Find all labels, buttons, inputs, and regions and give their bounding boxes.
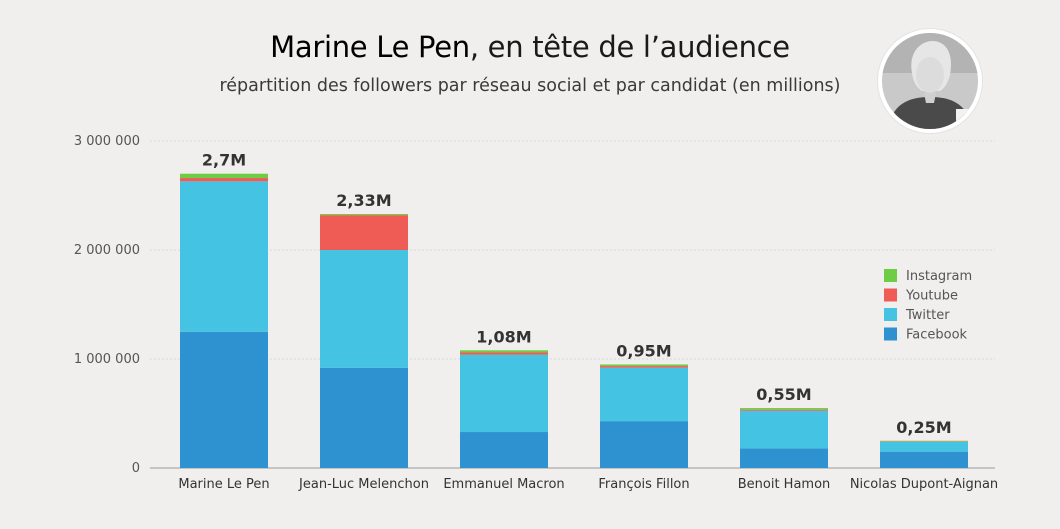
bar-segment-instagram (180, 173, 268, 179)
legend-label-twitter: Twitter (905, 308, 950, 323)
bar-segment-instagram (600, 364, 688, 367)
legend-swatch-instagram (884, 269, 897, 282)
bar-segment-facebook (460, 432, 548, 468)
legend: Instagram Youtube Twitter Facebook (884, 269, 972, 343)
bar-total-label: 0,55M (756, 385, 811, 404)
x-category-label: François Fillon (598, 477, 689, 492)
bar-segment-twitter (880, 441, 968, 452)
bar-segment-facebook (880, 451, 968, 468)
y-axis: 0 1 000 000 2 000 000 3 000 000 (74, 134, 140, 476)
y-tick-label: 3 000 000 (74, 134, 140, 149)
category-labels: Marine Le Pen Jean-Luc Melenchon Emmanuel … (178, 477, 998, 492)
page-subtitle: répartition des followers par réseau soc… (219, 76, 841, 96)
x-category-label: Emmanuel Macron (443, 477, 564, 492)
x-category-label: Nicolas Dupont-Aignan (850, 477, 998, 492)
bar-segment-twitter (740, 410, 828, 449)
y-tick-label: 0 (132, 461, 140, 476)
bar-segment-youtube (320, 215, 408, 250)
bars (180, 173, 968, 468)
bar-total-label: 2,33M (336, 191, 391, 210)
y-tick-label: 2 000 000 (74, 243, 140, 258)
bar-total-label: 1,08M (476, 327, 531, 346)
bar-segment-facebook (740, 448, 828, 468)
bar-segment-instagram (320, 214, 408, 216)
x-category-label: Marine Le Pen (178, 477, 269, 492)
legend-label-youtube: Youtube (905, 289, 958, 304)
portrait-photo-icon (882, 33, 978, 129)
legend-swatch-facebook (884, 327, 897, 341)
legend-swatch-youtube (884, 288, 897, 302)
bar-segment-youtube (740, 409, 828, 411)
bar-segment-facebook (600, 421, 688, 468)
bar-segment-twitter (180, 181, 268, 332)
bar-segment-youtube (880, 441, 968, 442)
total-labels: 2,7M 2,33M 1,08M 0,95M 0,55M 0,25M (202, 151, 952, 437)
bar-segment-facebook (320, 367, 408, 468)
bar-segment-instagram (880, 440, 968, 442)
bar-total-label: 0,95M (616, 341, 671, 360)
bar-total-label: 2,7M (202, 151, 246, 170)
bar-segment-twitter (320, 250, 408, 368)
bar-total-label: 0,25M (896, 418, 951, 437)
y-tick-label: 1 000 000 (74, 352, 140, 367)
avatar (878, 29, 982, 133)
title-name: Marine Le Pen (270, 30, 470, 64)
legend-label-instagram: Instagram (906, 269, 972, 284)
page-title: Marine Le Pen, en tête de l’audience (0, 30, 1060, 64)
bar-segment-youtube (180, 178, 268, 182)
bar-segment-instagram (460, 350, 548, 353)
bar-segment-twitter (600, 367, 688, 422)
legend-label-facebook: Facebook (906, 328, 968, 343)
bar-segment-facebook (180, 331, 268, 468)
bar-segment-instagram (740, 408, 828, 410)
bar-segment-youtube (460, 352, 548, 355)
bar-segment-youtube (600, 366, 688, 368)
bar-segment-twitter (460, 354, 548, 433)
grid-lines (150, 140, 995, 469)
x-category-label: Jean-Luc Melenchon (298, 477, 429, 492)
x-category-label: Benoit Hamon (738, 477, 831, 492)
title-rest: , en tête de l’audience (469, 30, 790, 64)
legend-swatch-twitter (884, 308, 897, 321)
